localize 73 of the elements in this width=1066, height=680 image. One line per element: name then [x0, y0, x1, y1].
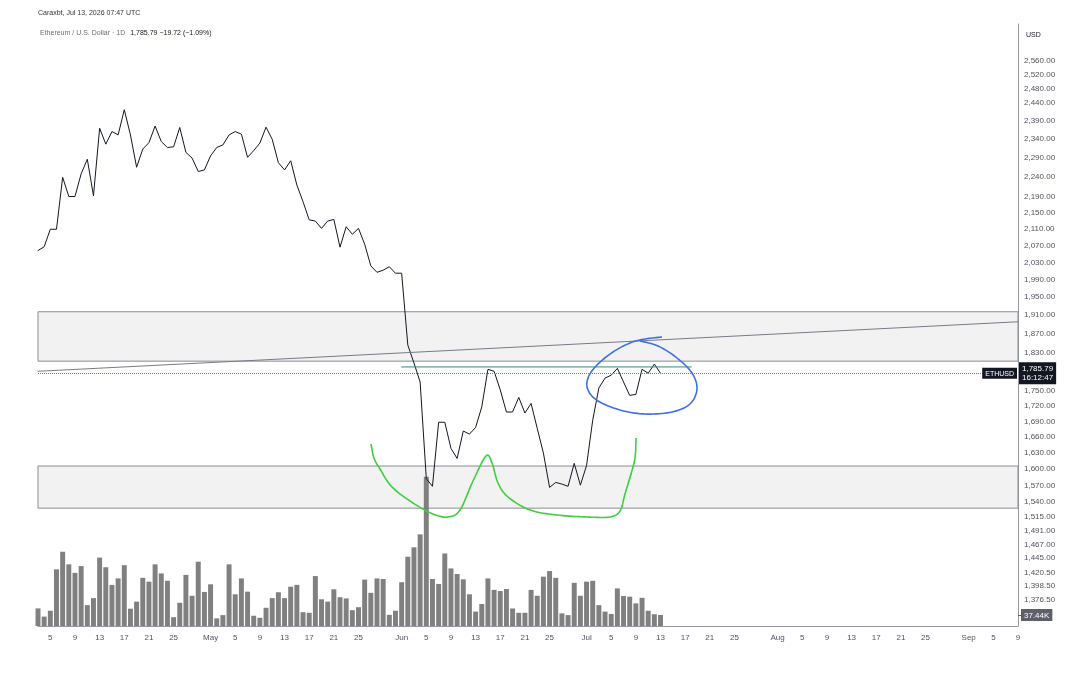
y-tick-label: 2,290.00: [1024, 152, 1056, 162]
x-tick-label: 17: [119, 632, 130, 642]
y-tick-label: 1,445.00: [1024, 552, 1056, 562]
y-tick-label: 1,420.50: [1024, 567, 1056, 577]
x-tick-label: May: [203, 632, 219, 642]
y-tick-label: 1,690.00: [1024, 416, 1056, 426]
x-tick-label: 25: [354, 632, 364, 642]
x-tick-label: 5: [424, 632, 430, 642]
x-tick-label: 5: [48, 632, 54, 642]
x-tick-label: 5: [608, 632, 614, 642]
x-tick-label: 21: [329, 632, 339, 642]
x-tick-label: 25: [921, 632, 931, 642]
y-tick-label: 2,030.00: [1024, 257, 1056, 267]
x-tick-label: 21: [705, 632, 715, 642]
x-tick-label: 25: [545, 632, 555, 642]
y-tick-label: 2,240.00: [1024, 172, 1056, 182]
y-tick-label: 2,480.00: [1024, 83, 1056, 93]
ref-line-label: 1,785.79 16:12:47: [1022, 364, 1054, 383]
x-tick-label: 17: [871, 632, 882, 642]
x-tick-label: 13: [656, 632, 666, 642]
y-tick-label: 1,570.00: [1024, 480, 1056, 490]
x-tick-label: 5: [800, 632, 806, 642]
y-tick-label: 1,720.00: [1024, 401, 1056, 411]
y2-tick-label: 37.44K: [1024, 610, 1051, 620]
y-tick-label: 1,515.00: [1024, 511, 1056, 521]
y-tick-label: 2,520.00: [1024, 69, 1056, 79]
y-tick-label: 1,660.00: [1024, 432, 1056, 442]
y-tick-label: 1,600.00: [1024, 464, 1056, 474]
x-tick-label: 17: [495, 632, 506, 642]
y-tick-label: 2,560.00: [1024, 56, 1056, 66]
x-tick-label: Aug: [770, 632, 785, 642]
x-tick-label: 25: [730, 632, 740, 642]
y-tick-label: 2,070.00: [1024, 240, 1056, 250]
x-tick-label: 21: [144, 632, 154, 642]
x-tick-label: 21: [896, 632, 906, 642]
y-tick-label: 1,376.50: [1024, 594, 1056, 604]
x-tick-label: Sep: [961, 632, 977, 642]
x-tick-label: 13: [280, 632, 290, 642]
x-tick-label: 9: [257, 632, 263, 642]
y-tick-label: 2,150.00: [1024, 207, 1056, 217]
y-tick-label: 1,910.00: [1024, 310, 1056, 320]
x-tick-label: 17: [680, 632, 691, 642]
y-tick-label: 1,990.00: [1024, 274, 1056, 284]
x-tick-label: 9: [72, 632, 78, 642]
x-tick-label: 9: [824, 632, 830, 642]
line-series: [37, 109, 662, 488]
y-tick-label: 1,870.00: [1024, 328, 1056, 338]
x-tick-label: Jun: [395, 632, 409, 642]
x-tick-label: Jul: [581, 632, 592, 642]
y-tick-label: 2,110.00: [1024, 223, 1056, 233]
x-tick-label: 17: [304, 632, 315, 642]
y-tick-label: 2,390.00: [1024, 115, 1056, 125]
x-tick-label: 13: [847, 632, 857, 642]
y-tick-label: 2,340.00: [1024, 134, 1056, 144]
y-tick-label: 1,750.00: [1024, 386, 1056, 396]
x-tick-label: 13: [95, 632, 105, 642]
x-tick-label: 9: [1015, 632, 1021, 642]
x-tick-label: 5: [991, 632, 997, 642]
y-tick-label: 1,491.00: [1024, 525, 1056, 535]
y-tick-label: 1,540.00: [1024, 497, 1056, 507]
x-tick-label: 9: [633, 632, 639, 642]
y-tick-label: 2,190.00: [1024, 191, 1056, 201]
y-tick-label: 1,630.00: [1024, 448, 1056, 458]
y-tick-label: 1,398.50: [1024, 581, 1056, 591]
x-tick-label: 13: [471, 632, 481, 642]
y-tick-label: 1,950.00: [1024, 292, 1056, 302]
y-tick-label: 2,440.00: [1024, 97, 1056, 107]
x-tick-label: 9: [448, 632, 454, 642]
x-tick-label: 5: [233, 632, 239, 642]
x-tick-label: 21: [520, 632, 530, 642]
y-tick-label: 1,830.00: [1024, 347, 1056, 357]
x-tick-label: 25: [169, 632, 179, 642]
y-tick-label: 1,467.00: [1024, 539, 1056, 549]
